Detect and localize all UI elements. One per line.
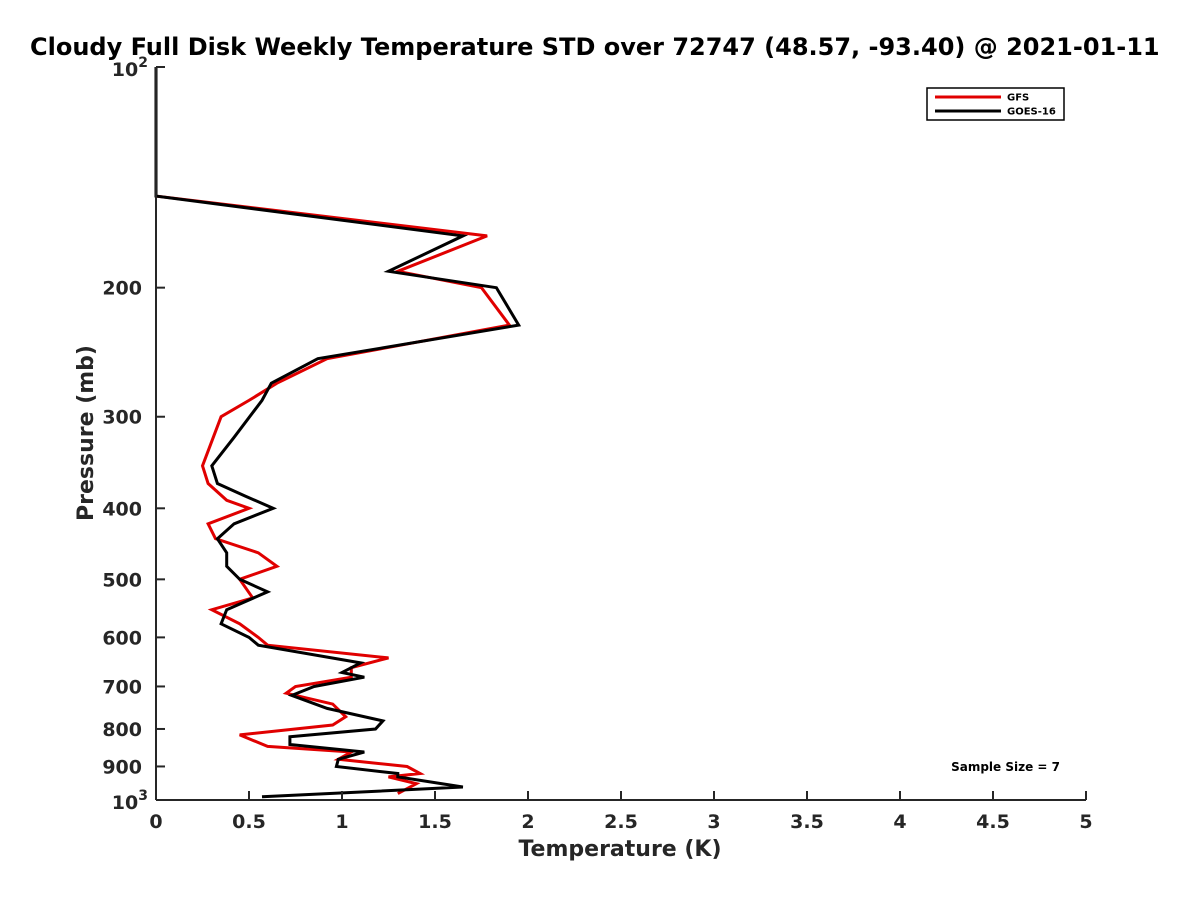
series-line-goes-16 (154, 67, 522, 799)
x-tick-label: 2.5 (604, 811, 638, 833)
y-decade-tick-label: 103 (112, 788, 148, 814)
y-axis-label: Pressure (mb) (74, 345, 99, 521)
x-axis-label: Temperature (K) (518, 837, 721, 862)
x-tick-label: 3.5 (790, 811, 824, 833)
y-tick-label: 500 (102, 569, 142, 591)
x-tick-label: 1.5 (418, 811, 452, 833)
y-tick-label: 300 (102, 407, 142, 429)
y-tick-label: 700 (102, 676, 142, 698)
axes-group: 0 0.5 1 1.5 2 2.5 3 3.5 4 4.5 5 200 300 400 500 600 700 8… (102, 55, 1092, 833)
x-tick-label: 4 (893, 811, 906, 833)
y-tick-label: 400 (102, 498, 142, 520)
x-tick-label: 0.5 (232, 811, 266, 833)
legend-label-goes-16: GOES-16 (1007, 107, 1056, 118)
x-tick-label: 3 (707, 811, 720, 833)
x-tick-label: 1 (335, 811, 348, 833)
x-tick-label: 0 (149, 811, 162, 833)
x-tick-label: 5 (1079, 811, 1092, 833)
x-tick-label: 2 (521, 811, 534, 833)
series-group (154, 67, 522, 799)
y-tick-label: 900 (102, 756, 142, 778)
y-tick-label: 200 (102, 278, 142, 300)
legend-box (926, 87, 1065, 121)
chart-title: Cloudy Full Disk Weekly Temperature STD … (30, 33, 1160, 61)
legend: GFS GOES-16 (926, 87, 1065, 121)
y-tick-label: 800 (102, 719, 142, 741)
y-decade-tick-label: 102 (112, 55, 148, 81)
sample-size-annotation: Sample Size = 7 (951, 760, 1060, 774)
legend-label-gfs: GFS (1007, 93, 1029, 104)
y-tick-label: 600 (102, 627, 142, 649)
series-line-gfs (154, 67, 513, 795)
x-tick-label: 4.5 (976, 811, 1010, 833)
